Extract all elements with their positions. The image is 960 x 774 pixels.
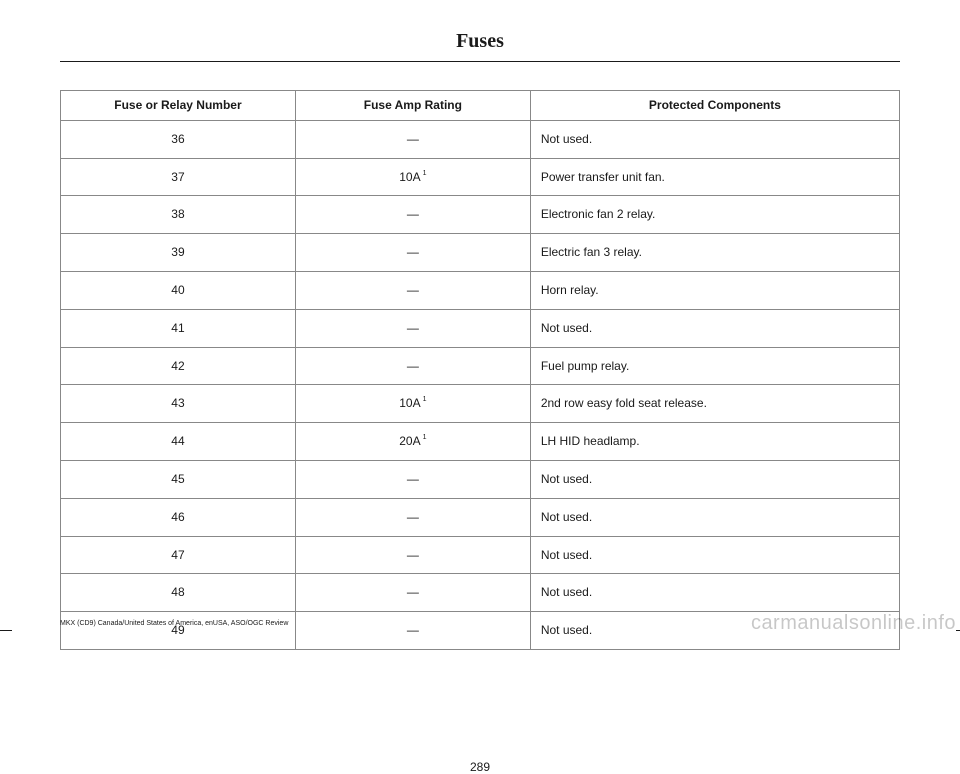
cell-amp-rating: — xyxy=(295,120,530,158)
cell-fuse-number: 43 xyxy=(61,385,296,423)
amp-footnote: 1 xyxy=(423,396,427,403)
col-header-components: Protected Components xyxy=(530,91,899,121)
cell-amp-rating: — xyxy=(295,498,530,536)
cell-fuse-number: 47 xyxy=(61,536,296,574)
cell-fuse-number: 48 xyxy=(61,574,296,612)
cell-component: Electronic fan 2 relay. xyxy=(530,196,899,234)
amp-footnote: 1 xyxy=(423,434,427,441)
amp-value: 20A xyxy=(399,434,420,448)
cell-component: Fuel pump relay. xyxy=(530,347,899,385)
cell-fuse-number: 36 xyxy=(61,120,296,158)
cell-amp-rating: — xyxy=(295,271,530,309)
table-row: 4310A12nd row easy fold seat release. xyxy=(61,385,900,423)
table-row: 45—Not used. xyxy=(61,460,900,498)
table-row: 47—Not used. xyxy=(61,536,900,574)
cell-amp-rating: — xyxy=(295,536,530,574)
cell-amp-rating: 10A1 xyxy=(295,158,530,196)
cell-fuse-number: 49 xyxy=(61,612,296,650)
table-row: 46—Not used. xyxy=(61,498,900,536)
cell-amp-rating: — xyxy=(295,460,530,498)
crop-mark xyxy=(0,630,12,631)
cell-fuse-number: 40 xyxy=(61,271,296,309)
cell-fuse-number: 44 xyxy=(61,423,296,461)
amp-footnote: 1 xyxy=(423,170,427,177)
crop-mark xyxy=(956,630,960,631)
amp-value: 10A xyxy=(399,170,420,184)
table-row: 40—Horn relay. xyxy=(61,271,900,309)
cell-fuse-number: 42 xyxy=(61,347,296,385)
cell-fuse-number: 38 xyxy=(61,196,296,234)
cell-amp-rating: 20A1 xyxy=(295,423,530,461)
cell-component: Electric fan 3 relay. xyxy=(530,234,899,272)
table-row: 41—Not used. xyxy=(61,309,900,347)
cell-component: Not used. xyxy=(530,460,899,498)
table-row: 36—Not used. xyxy=(61,120,900,158)
cell-fuse-number: 46 xyxy=(61,498,296,536)
fuse-table: Fuse or Relay Number Fuse Amp Rating Pro… xyxy=(60,90,900,650)
cell-amp-rating: — xyxy=(295,574,530,612)
watermark: carmanualsonline.info xyxy=(751,612,956,635)
table-header-row: Fuse or Relay Number Fuse Amp Rating Pro… xyxy=(61,91,900,121)
table-row: 42—Fuel pump relay. xyxy=(61,347,900,385)
cell-component: Power transfer unit fan. xyxy=(530,158,899,196)
cell-amp-rating: 10A1 xyxy=(295,385,530,423)
col-header-number: Fuse or Relay Number xyxy=(61,91,296,121)
col-header-amp: Fuse Amp Rating xyxy=(295,91,530,121)
cell-fuse-number: 45 xyxy=(61,460,296,498)
cell-component: LH HID headlamp. xyxy=(530,423,899,461)
cell-fuse-number: 39 xyxy=(61,234,296,272)
footer-text: MKX (CD9) Canada/United States of Americ… xyxy=(60,620,288,627)
cell-amp-rating: — xyxy=(295,347,530,385)
table-row: 48—Not used. xyxy=(61,574,900,612)
cell-component: Not used. xyxy=(530,536,899,574)
cell-amp-rating: — xyxy=(295,196,530,234)
cell-component: 2nd row easy fold seat release. xyxy=(530,385,899,423)
table-row: 3710A1Power transfer unit fan. xyxy=(61,158,900,196)
cell-amp-rating: — xyxy=(295,309,530,347)
page-title: Fuses xyxy=(60,30,900,61)
cell-fuse-number: 41 xyxy=(61,309,296,347)
amp-value: 10A xyxy=(399,396,420,410)
cell-component: Not used. xyxy=(530,120,899,158)
cell-fuse-number: 37 xyxy=(61,158,296,196)
cell-component: Not used. xyxy=(530,309,899,347)
table-row: 38—Electronic fan 2 relay. xyxy=(61,196,900,234)
table-row: 4420A1LH HID headlamp. xyxy=(61,423,900,461)
table-row: 39—Electric fan 3 relay. xyxy=(61,234,900,272)
cell-amp-rating: — xyxy=(295,234,530,272)
page-number: 289 xyxy=(60,760,900,774)
cell-component: Not used. xyxy=(530,574,899,612)
cell-amp-rating: — xyxy=(295,612,530,650)
cell-component: Horn relay. xyxy=(530,271,899,309)
title-rule xyxy=(60,61,900,62)
cell-component: Not used. xyxy=(530,498,899,536)
